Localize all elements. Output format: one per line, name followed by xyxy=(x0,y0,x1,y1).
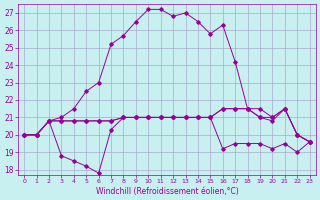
X-axis label: Windchill (Refroidissement éolien,°C): Windchill (Refroidissement éolien,°C) xyxy=(96,187,238,196)
